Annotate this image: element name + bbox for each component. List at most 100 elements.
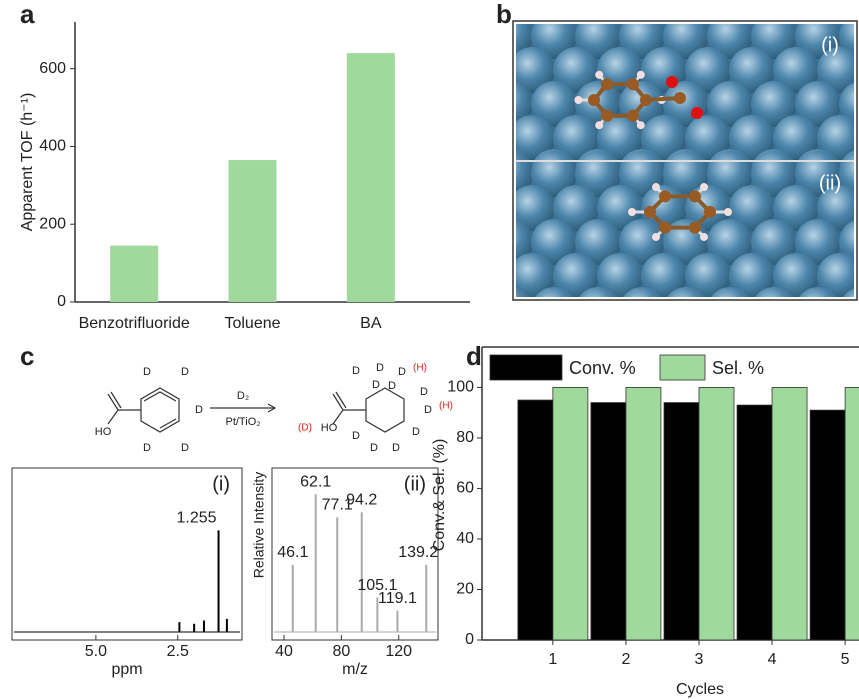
scheme-label: D [388,380,396,392]
x-tick-label: 2.5 [167,643,189,660]
surface-atom [487,287,533,333]
x-tick-label: 1 [548,651,557,668]
surface-atom [751,287,797,333]
legend-label: Conv. % [569,358,636,378]
o-atom [666,76,678,88]
peak-label: 1.255 [176,510,216,527]
scheme-label: D [376,362,384,374]
h-atom [700,233,708,241]
legend-swatch [490,355,562,380]
x-tick-label: 80 [332,643,350,660]
bar [737,405,772,640]
surface-atom [795,287,841,333]
catalyst: Pt/TiO₂ [225,416,260,428]
bar [845,387,859,640]
panel-sublabel: (i) [212,473,230,495]
y-tick-label: 100 [447,379,474,396]
surface-atom [707,287,753,333]
c-atom [644,206,656,218]
y-tick-label: 0 [57,293,66,310]
surface-atom [575,287,621,333]
c-atom [659,190,671,202]
legend-label: Sel. % [712,358,764,378]
y-tick-label: 200 [39,215,66,232]
y-tick-label: 60 [456,480,474,497]
scheme-label: D [195,404,203,416]
scheme-label: D [181,442,189,454]
y-tick-label: 400 [39,138,66,155]
panel-label: b [496,0,512,29]
x-tick-label: Benzotrifluoride [79,315,190,332]
image-label: (i) [821,34,839,56]
h-atom [595,71,603,79]
c-atom [627,110,639,122]
scheme-label: D [412,426,420,438]
h-atom [628,208,636,216]
x-axis-label: m/z [342,661,368,678]
h-atom [574,96,582,104]
legend-swatch [660,355,705,380]
x-tick-label: 4 [768,651,777,668]
surface-atom [619,287,665,333]
h-atom [637,121,645,129]
x-axis-label: ppm [111,661,142,678]
y-axis-label: Apparent TOF (h⁻¹) [19,93,36,232]
y-tick-label: 20 [456,581,474,598]
figure: abcd(i)(ii)DDDDDHOD₂Pt/TiO₂DDDD(H)DDD(H)… [0,0,859,699]
image-label: (ii) [819,172,841,194]
h-atom [637,71,645,79]
nmr-frame [12,468,242,640]
x-tick-label: 2 [621,651,630,668]
c-atom [689,190,701,202]
scheme-label: D [392,442,400,454]
bar [810,410,845,640]
c-atom [601,78,613,90]
scheme-label: D [352,430,360,442]
c-atom [659,222,671,234]
y-tick-label: 600 [39,60,66,77]
peak-label: 62.1 [300,473,331,490]
y-axis-label: Relative Intensity [251,472,267,579]
bar [699,387,734,640]
model-image [487,13,859,333]
scheme-label: HO [95,426,112,438]
x-tick-label: 5.0 [85,643,107,660]
y-tick-label: 0 [465,631,474,648]
panel-label: d [466,341,482,371]
peak-label: 119.1 [378,590,417,607]
surface-atom [531,287,577,333]
c-atom [627,78,639,90]
scheme-label: D [352,365,360,377]
h-atom [652,183,660,191]
y-tick-label: 40 [456,530,474,547]
scheme-label: D [143,366,151,378]
bar [664,403,699,640]
x-tick-label: 3 [695,651,704,668]
scheme-label: D [424,404,432,416]
surface-atom [663,287,709,333]
h-atom [724,208,732,216]
scheme-label: (H) [413,363,427,374]
o-atom [691,107,703,119]
bar [229,160,277,302]
scheme-label: (H) [439,401,453,412]
bar [626,387,661,640]
x-tick-label: 120 [385,643,412,660]
scheme-label: D [398,366,406,378]
panel-label: a [20,0,35,29]
scheme-label: D [372,379,380,391]
c-atom [588,94,600,106]
c-atom [674,92,686,104]
c-atom [704,206,716,218]
y-axis-label: Conv.& Sel. (%) [431,439,448,552]
scheme-label: D [143,442,151,454]
h-atom [652,233,660,241]
x-tick-label: 40 [275,643,293,660]
y-tick-label: 80 [456,429,474,446]
bar [110,246,158,302]
x-tick-label: 5 [841,651,850,668]
h-atom [700,183,708,191]
peak-label: 94.2 [346,491,377,508]
scheme-label: D [370,442,378,454]
scheme-label: (D) [298,423,312,434]
